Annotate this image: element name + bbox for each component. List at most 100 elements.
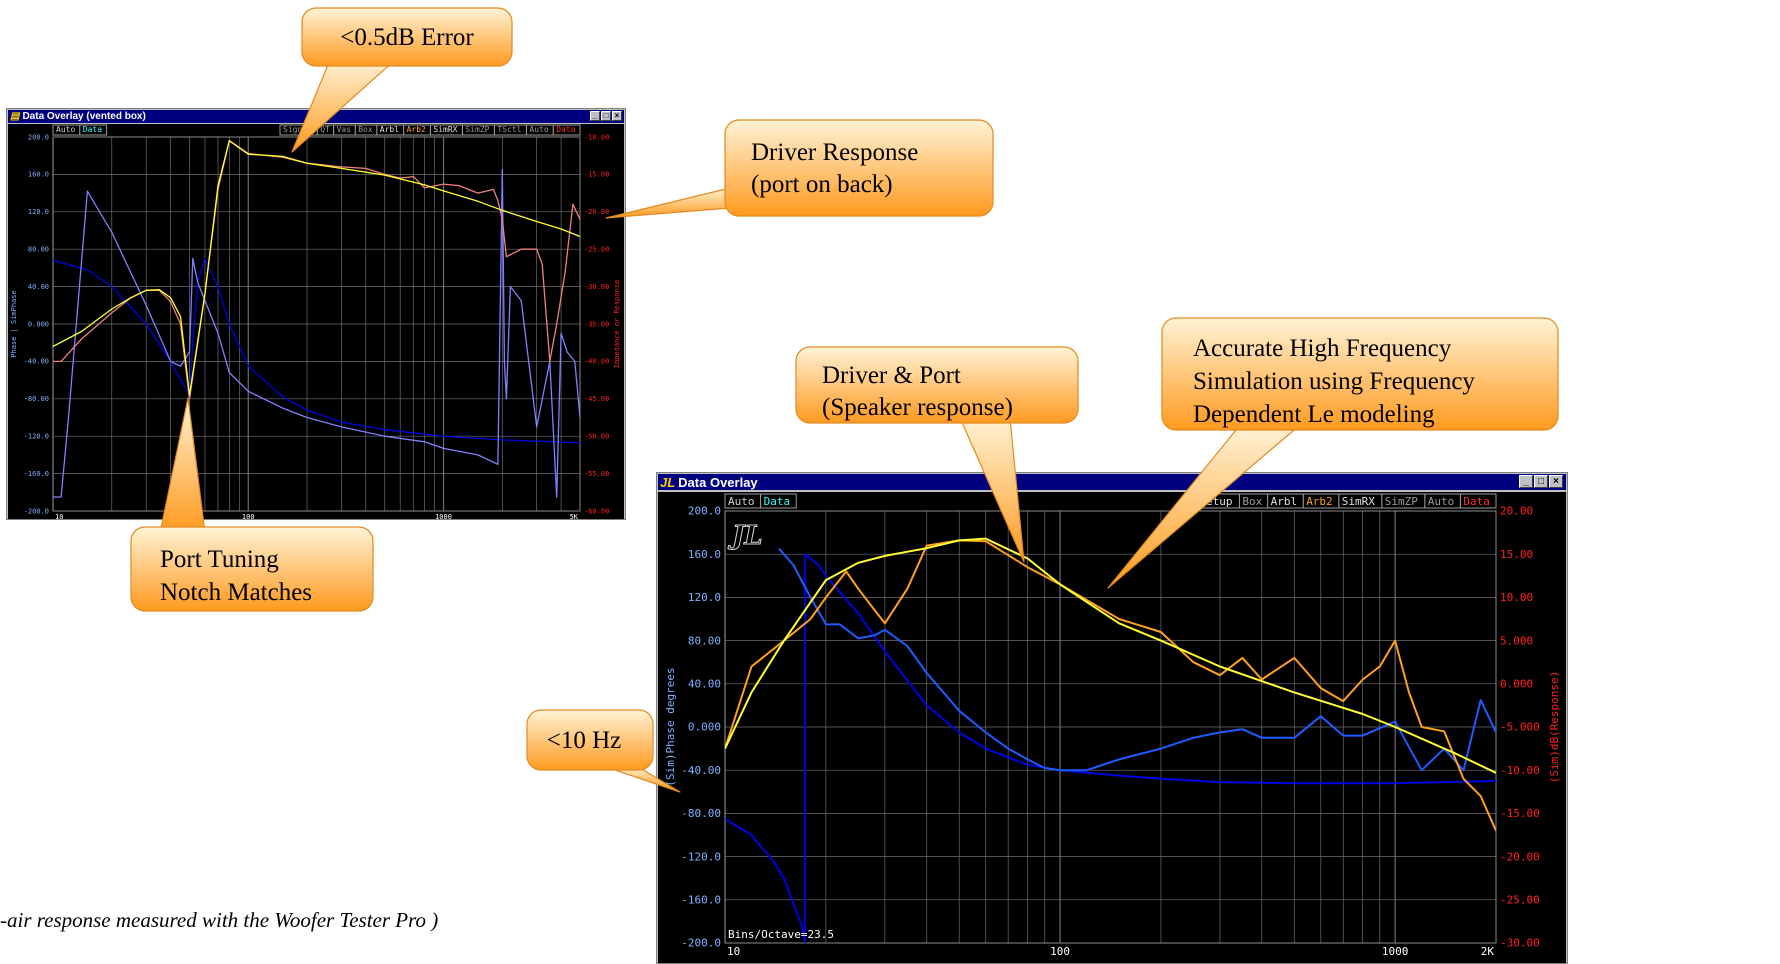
tab-signal-label: Signal <box>283 125 312 134</box>
minimize-button[interactable]: _ <box>1519 475 1533 488</box>
tab-data-label: Data <box>556 125 575 134</box>
point-sim-response <box>477 200 479 202</box>
point-measured-phase <box>874 634 876 636</box>
window-titlebar[interactable]: ▤ Data Overlay (vented box) <box>8 110 624 123</box>
point-sim-response <box>501 209 503 211</box>
left-tick-label: 0.000 <box>28 320 49 328</box>
point-measured-response <box>857 588 859 590</box>
point-measured-phase <box>1362 735 1364 737</box>
right-tick-label: -45.00 <box>584 395 609 403</box>
point-measured-phase <box>1007 748 1009 750</box>
point-measured-phase <box>1320 715 1322 717</box>
left-tick-label: -160.0 <box>681 893 721 906</box>
point-measured-phase <box>228 372 230 374</box>
point-sim-response <box>217 185 219 187</box>
plot-area: Auto Data Data Auto TSctl SimZP SimRX Arb2 Arbl B… <box>8 124 624 519</box>
point-measured-response <box>505 256 507 258</box>
tab-auto-label: Auto <box>1428 495 1455 508</box>
series-measured-response <box>725 539 1496 832</box>
left-tick-label: -40.00 <box>681 764 721 777</box>
point-sim-response <box>145 289 147 291</box>
point-measured-response <box>556 323 558 325</box>
window-titlebar[interactable]: JL Data Overlay <box>658 474 1566 490</box>
point-sim-response <box>750 691 753 693</box>
callout-text-line: <10 Hz <box>547 727 622 754</box>
tab-auto-label: Auto <box>56 125 75 134</box>
point-sim-phase <box>247 365 249 367</box>
right-tick-label: 20.00 <box>1500 505 1533 518</box>
point-measured-response <box>1241 657 1243 659</box>
point-measured-phase <box>1462 769 1465 771</box>
point-sim-phase <box>384 429 386 431</box>
point-sim-phase <box>217 286 219 288</box>
point-measured-phase <box>1241 728 1243 730</box>
left-tick-label: 160.0 <box>688 548 721 561</box>
point-measured-response <box>572 203 574 205</box>
point-sim-response <box>958 539 960 541</box>
left-tick-label: 40.00 <box>688 677 721 690</box>
point-measured-response <box>549 360 551 362</box>
point-sim-response <box>1118 622 1120 624</box>
point-measured-response <box>340 166 342 168</box>
minimize-button[interactable]: _ <box>590 111 600 121</box>
callout-text-line: Driver Response <box>751 139 918 166</box>
point-measured-response <box>926 545 928 547</box>
point-sim-response <box>1362 713 1364 715</box>
point-measured-response <box>442 183 445 185</box>
left-tick-label: -120.0 <box>24 433 49 441</box>
point-sim-phase <box>783 877 785 879</box>
point-sim-response <box>179 315 182 318</box>
point-sim-phase <box>985 748 987 750</box>
window-title: Data Overlay (vented box) <box>22 111 146 122</box>
point-sim-response <box>926 547 928 549</box>
point-measured-response <box>458 185 460 187</box>
maximize-button[interactable]: □ <box>601 111 611 121</box>
maximize-button[interactable]: □ <box>1534 475 1548 488</box>
point-measured-response <box>60 360 62 362</box>
right-tick-label: -25.00 <box>584 246 609 254</box>
point-measured-phase <box>926 672 928 674</box>
point-measured-phase <box>1394 721 1396 723</box>
point-sim-response <box>1027 557 1029 560</box>
right-tick-label: -30.00 <box>1500 937 1540 950</box>
point-measured-phase <box>179 365 182 367</box>
point-measured-response <box>80 338 83 340</box>
jl-app-icon: JL <box>660 474 676 490</box>
close-button[interactable]: × <box>1549 475 1563 488</box>
right-tick-label: -40.00 <box>584 358 609 366</box>
point-measured-response <box>1443 730 1445 732</box>
point-measured-phase <box>809 596 812 598</box>
callout-text-line: <0.5dB Error <box>340 24 474 51</box>
callout-box <box>301 7 513 67</box>
left-tick-label: 80.00 <box>688 634 721 647</box>
point-sim-response <box>985 538 987 540</box>
data-overlay-window-vented: ▤ Data Overlay (vented box) _ □ × Auto Da… <box>6 108 626 520</box>
right-tick-label: -20.00 <box>1500 850 1540 863</box>
right-tick-label: -10.00 <box>584 133 609 141</box>
point-sim-phase <box>204 257 206 260</box>
right-axis-title: (Sim)dB(Response) <box>1548 671 1561 784</box>
series-sim-phase <box>53 257 580 444</box>
left-axis-title: Phase | SimPhase <box>10 290 18 357</box>
callout-box <box>1161 317 1559 431</box>
point-sim-response <box>228 140 230 142</box>
series-sim-phase <box>725 553 1496 943</box>
callout-text-line: Accurate High Frequency <box>1193 335 1452 362</box>
callout-box <box>724 119 994 217</box>
point-sim-phase <box>804 553 806 555</box>
point-sim-phase <box>111 286 113 288</box>
point-measured-phase <box>111 231 113 233</box>
callout-text-line: (Speaker response) <box>822 394 1013 421</box>
tab-simzp-label: SimZP <box>465 125 489 134</box>
tab-data-box <box>760 493 797 509</box>
point-measured-response <box>1118 618 1120 620</box>
tab-arbl-label: Arbl <box>380 125 399 134</box>
point-measured-phase <box>566 351 568 353</box>
point-measured-response <box>53 360 54 362</box>
point-sim-phase <box>857 613 859 615</box>
point-measured-response <box>1462 778 1465 780</box>
close-button[interactable]: × <box>612 111 622 121</box>
point-measured-phase <box>857 637 859 639</box>
point-measured-response <box>906 588 908 590</box>
point-measured-phase <box>505 398 507 400</box>
